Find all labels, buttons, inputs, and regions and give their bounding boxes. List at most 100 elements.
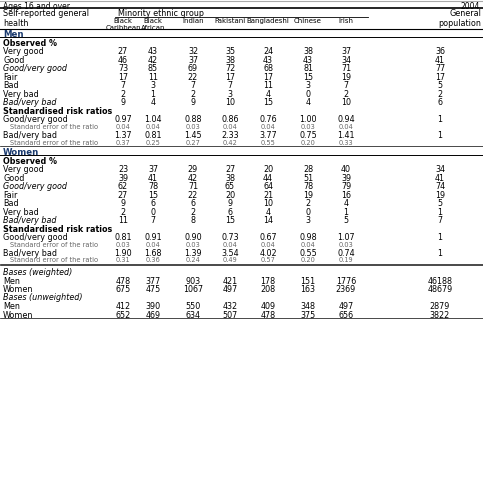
Text: 41: 41 bbox=[148, 173, 158, 183]
Text: 3: 3 bbox=[306, 81, 311, 90]
Text: 8: 8 bbox=[190, 216, 196, 225]
Text: 34: 34 bbox=[435, 165, 445, 174]
Text: 78: 78 bbox=[148, 182, 158, 191]
Text: Women: Women bbox=[3, 148, 39, 157]
Text: 903: 903 bbox=[185, 276, 200, 285]
Text: 0.27: 0.27 bbox=[185, 139, 200, 145]
Text: 0.03: 0.03 bbox=[185, 124, 200, 130]
Text: 6: 6 bbox=[438, 98, 442, 107]
Text: 17: 17 bbox=[225, 73, 235, 82]
Text: 15: 15 bbox=[225, 216, 235, 225]
Text: Men: Men bbox=[3, 30, 24, 39]
Text: 10: 10 bbox=[225, 98, 235, 107]
Text: 17: 17 bbox=[263, 73, 273, 82]
Text: 0: 0 bbox=[306, 208, 311, 217]
Text: 42: 42 bbox=[148, 55, 158, 64]
Text: 3.54: 3.54 bbox=[221, 249, 239, 258]
Text: Indian: Indian bbox=[182, 18, 204, 24]
Text: 0.75: 0.75 bbox=[299, 131, 317, 140]
Text: 21: 21 bbox=[263, 191, 273, 199]
Text: Self-reported general
health: Self-reported general health bbox=[3, 9, 89, 28]
Text: 469: 469 bbox=[145, 310, 160, 320]
Text: 1.00: 1.00 bbox=[299, 115, 317, 124]
Text: 1: 1 bbox=[438, 131, 442, 140]
Text: 497: 497 bbox=[339, 302, 354, 311]
Text: 10: 10 bbox=[263, 199, 273, 208]
Text: Bases (weighted): Bases (weighted) bbox=[3, 268, 72, 277]
Text: 1: 1 bbox=[438, 115, 442, 124]
Text: 0.88: 0.88 bbox=[184, 115, 202, 124]
Text: 0.04: 0.04 bbox=[223, 242, 238, 247]
Text: 0.03: 0.03 bbox=[115, 242, 130, 247]
Text: 4: 4 bbox=[266, 89, 270, 99]
Text: 41: 41 bbox=[435, 55, 445, 64]
Text: 5: 5 bbox=[438, 199, 442, 208]
Text: 37: 37 bbox=[148, 165, 158, 174]
Text: 0.04: 0.04 bbox=[300, 242, 315, 247]
Text: 15: 15 bbox=[303, 73, 313, 82]
Text: Standard error of the ratio: Standard error of the ratio bbox=[10, 257, 98, 264]
Text: 1.90: 1.90 bbox=[114, 249, 132, 258]
Text: 9: 9 bbox=[120, 98, 126, 107]
Text: 0.55: 0.55 bbox=[299, 249, 317, 258]
Text: 29: 29 bbox=[188, 165, 198, 174]
Text: 74: 74 bbox=[435, 182, 445, 191]
Text: 163: 163 bbox=[300, 285, 315, 294]
Text: Chinese: Chinese bbox=[294, 18, 322, 24]
Text: 0.74: 0.74 bbox=[337, 249, 355, 258]
Text: 69: 69 bbox=[188, 64, 198, 73]
Text: 1: 1 bbox=[438, 249, 442, 258]
Text: 4.02: 4.02 bbox=[259, 249, 277, 258]
Text: 20: 20 bbox=[225, 191, 235, 199]
Text: 0.37: 0.37 bbox=[115, 139, 130, 145]
Text: 4: 4 bbox=[151, 98, 156, 107]
Text: 412: 412 bbox=[115, 302, 130, 311]
Text: 43: 43 bbox=[263, 55, 273, 64]
Text: Very good: Very good bbox=[3, 165, 44, 174]
Text: 46188: 46188 bbox=[427, 276, 453, 285]
Text: 39: 39 bbox=[118, 173, 128, 183]
Text: 7: 7 bbox=[120, 81, 126, 90]
Text: 1067: 1067 bbox=[183, 285, 203, 294]
Text: 432: 432 bbox=[223, 302, 238, 311]
Text: 9: 9 bbox=[227, 199, 232, 208]
Text: 1776: 1776 bbox=[336, 276, 356, 285]
Text: 42: 42 bbox=[188, 173, 198, 183]
Text: 7: 7 bbox=[343, 81, 349, 90]
Text: 11: 11 bbox=[263, 81, 273, 90]
Text: 0.04: 0.04 bbox=[260, 124, 275, 130]
Text: Men: Men bbox=[3, 302, 20, 311]
Text: 22: 22 bbox=[188, 73, 198, 82]
Text: Standard error of the ratio: Standard error of the ratio bbox=[10, 124, 98, 130]
Text: 19: 19 bbox=[341, 73, 351, 82]
Text: 1.37: 1.37 bbox=[114, 131, 132, 140]
Text: 3: 3 bbox=[151, 81, 156, 90]
Text: 62: 62 bbox=[118, 182, 128, 191]
Text: 0.36: 0.36 bbox=[146, 257, 160, 264]
Text: 7: 7 bbox=[190, 81, 196, 90]
Text: Women: Women bbox=[3, 310, 33, 320]
Text: 0.31: 0.31 bbox=[116, 257, 130, 264]
Text: Good/very good: Good/very good bbox=[3, 64, 67, 73]
Text: 348: 348 bbox=[300, 302, 315, 311]
Text: 81: 81 bbox=[303, 64, 313, 73]
Text: Standardised risk ratios: Standardised risk ratios bbox=[3, 224, 112, 234]
Text: 0.03: 0.03 bbox=[185, 242, 200, 247]
Text: 24: 24 bbox=[263, 47, 273, 56]
Text: 36: 36 bbox=[435, 47, 445, 56]
Text: 178: 178 bbox=[260, 276, 276, 285]
Text: Very bad: Very bad bbox=[3, 89, 39, 99]
Text: 3.77: 3.77 bbox=[259, 131, 277, 140]
Text: 0.20: 0.20 bbox=[300, 139, 315, 145]
Text: 0.76: 0.76 bbox=[259, 115, 277, 124]
Text: 23: 23 bbox=[118, 165, 128, 174]
Text: 1: 1 bbox=[343, 208, 349, 217]
Text: Bangladeshi: Bangladeshi bbox=[246, 18, 289, 24]
Text: 19: 19 bbox=[435, 191, 445, 199]
Text: 4: 4 bbox=[343, 199, 349, 208]
Text: 14: 14 bbox=[263, 216, 273, 225]
Text: 2369: 2369 bbox=[336, 285, 356, 294]
Text: 0.04: 0.04 bbox=[145, 242, 160, 247]
Text: 27: 27 bbox=[118, 191, 128, 199]
Text: 71: 71 bbox=[188, 182, 198, 191]
